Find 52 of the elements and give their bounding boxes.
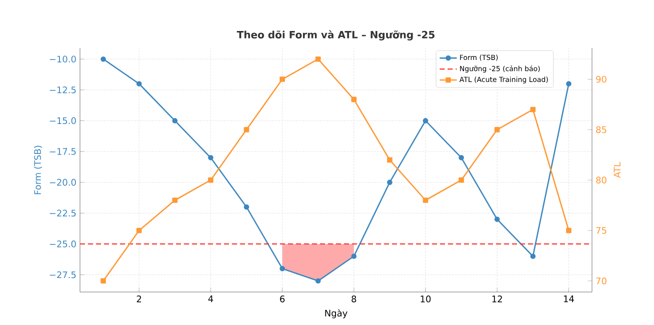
x-axis-title: Ngày	[325, 309, 348, 318]
x-tick-label: 12	[492, 296, 502, 302]
y-tick-label: −10.0	[50, 56, 76, 62]
y2-axis-title: ATL	[614, 162, 620, 178]
point	[315, 56, 321, 62]
point	[494, 216, 500, 222]
point	[172, 118, 178, 124]
x-tick-label: 2	[136, 296, 142, 302]
point	[458, 177, 464, 183]
y-tick-label: −12.5	[50, 86, 76, 94]
y-tick-label: −25.0	[50, 240, 76, 248]
point	[422, 118, 428, 124]
y-tick-label: −22.5	[50, 210, 76, 217]
y2-tick-label: 85	[596, 126, 606, 134]
point	[566, 81, 572, 86]
point	[566, 228, 572, 234]
point	[244, 204, 250, 210]
point	[208, 177, 214, 183]
point	[136, 228, 142, 234]
point	[494, 127, 500, 132]
x-tick-label: 4	[208, 296, 214, 302]
y-axis-title: Form (TSB)	[34, 146, 42, 194]
point	[351, 96, 357, 102]
point	[458, 155, 464, 160]
point	[136, 81, 142, 86]
y2-tick-label: 90	[596, 76, 606, 83]
point	[351, 254, 357, 259]
point	[100, 278, 106, 284]
point	[315, 278, 321, 284]
point	[387, 157, 392, 163]
y-tick-label: −15.0	[50, 117, 76, 124]
point	[530, 254, 536, 259]
chart-title: Theo dõi Form và ATL – Ngưỡng -25	[236, 30, 434, 40]
y2-tick-label: 75	[596, 227, 606, 234]
point	[100, 56, 106, 62]
y-tick-label: −20.0	[50, 178, 76, 186]
point	[422, 198, 428, 203]
x-tick-label: 8	[352, 296, 356, 302]
point	[280, 76, 285, 82]
point	[244, 127, 250, 132]
point	[387, 180, 392, 185]
x-tick-label: 14	[564, 296, 574, 302]
point	[530, 106, 536, 112]
x-tick-label: 10	[420, 296, 431, 302]
point	[280, 266, 285, 272]
y2-tick-label: 70	[596, 278, 606, 284]
y2-tick-label: 80	[596, 176, 606, 184]
point	[208, 155, 214, 160]
point	[172, 198, 178, 203]
y-tick-label: −27.5	[50, 271, 76, 278]
x-tick-label: 6	[280, 296, 285, 302]
y-tick-label: −17.5	[50, 148, 76, 155]
